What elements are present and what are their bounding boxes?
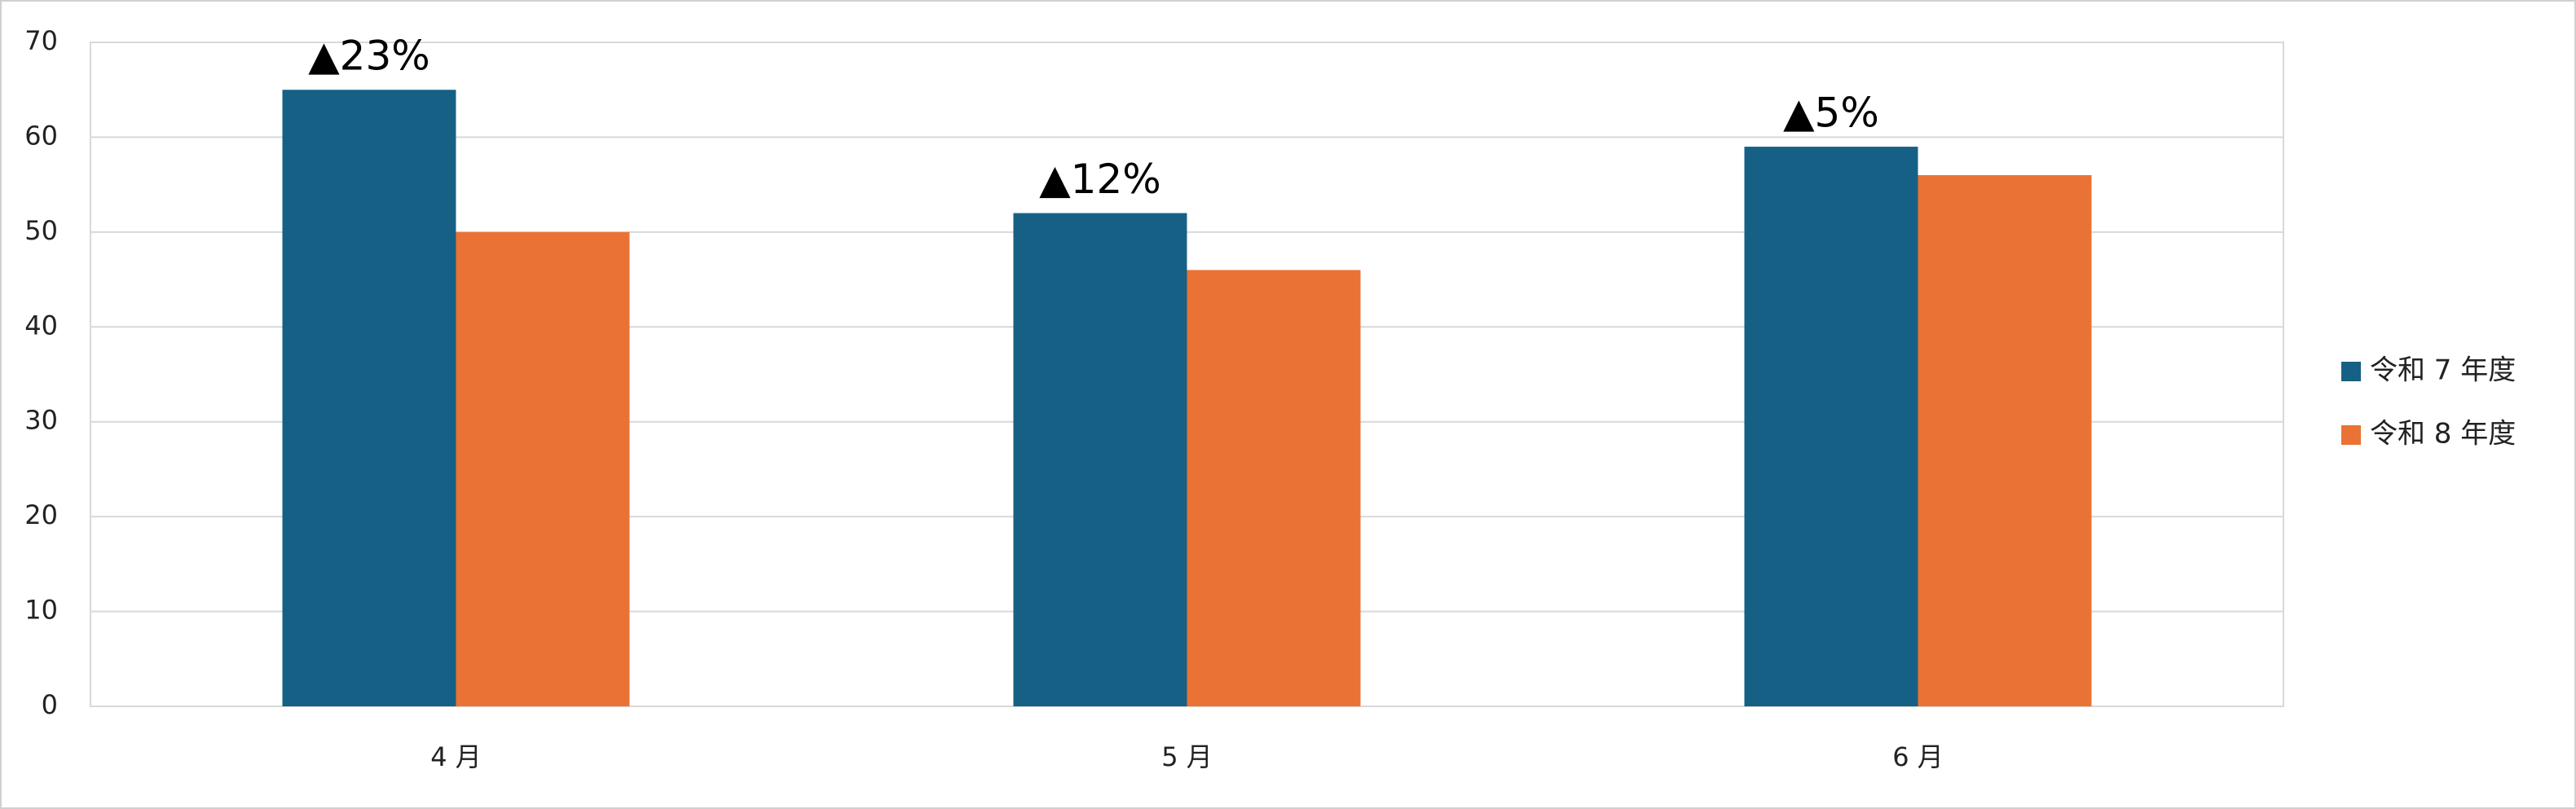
bar xyxy=(1744,147,1918,707)
x-tick-label: 4 月 xyxy=(430,741,482,772)
bar xyxy=(282,90,456,706)
x-tick-label: 5 月 xyxy=(1161,741,1213,772)
bar xyxy=(1187,270,1361,706)
y-tick-label: 10 xyxy=(24,595,58,626)
y-tick-label: 70 xyxy=(24,25,58,56)
legend-swatch xyxy=(2341,362,2361,381)
x-tick-label: 6 月 xyxy=(1892,741,1944,772)
annotation: ▲5% xyxy=(1783,90,1879,137)
annotation: ▲12% xyxy=(1039,156,1161,203)
y-tick-label: 20 xyxy=(24,499,58,530)
y-tick-label: 30 xyxy=(24,405,58,436)
y-tick-label: 60 xyxy=(24,120,58,151)
legend-swatch xyxy=(2341,425,2361,445)
y-tick-label: 50 xyxy=(24,215,58,246)
legend-label: 令和 7 年度 xyxy=(2370,354,2516,387)
bar xyxy=(456,231,630,706)
y-tick-label: 40 xyxy=(24,310,58,341)
bar xyxy=(1918,175,2092,706)
annotation: ▲23% xyxy=(308,33,430,80)
bar xyxy=(1013,213,1187,707)
legend-label: 令和 8 年度 xyxy=(2370,418,2516,451)
y-tick-label: 0 xyxy=(42,689,58,720)
